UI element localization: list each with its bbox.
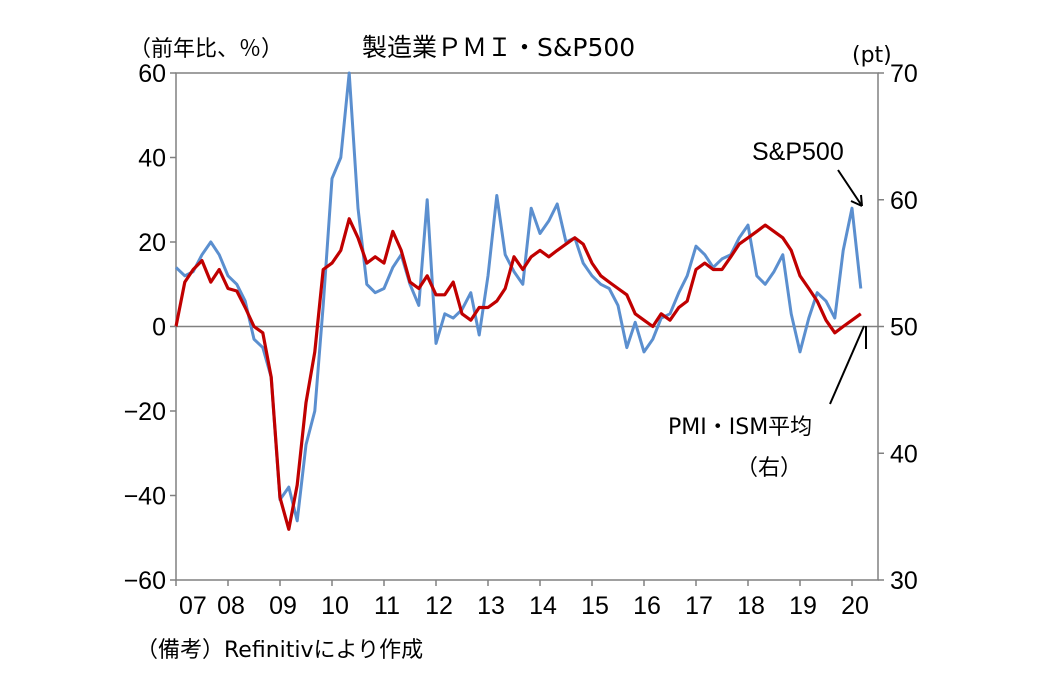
y-left-tick-label: 20 [138, 229, 166, 257]
x-tick-label: 07 [179, 592, 207, 620]
annotation-sp500-arrowhead [850, 194, 863, 207]
x-tick-label: 16 [633, 592, 661, 620]
x-tick-label: 11 [374, 592, 400, 620]
y-left-tick-label: −40 [124, 483, 166, 511]
x-tick-label: 13 [477, 592, 505, 620]
x-tick-label: 10 [321, 592, 349, 620]
x-tick-label: 12 [425, 592, 453, 620]
y-left-axis-label: （前年比、％） [129, 37, 283, 62]
annotation-pmi-arrow [829, 325, 865, 405]
y-right-tick-label: 60 [890, 187, 918, 215]
tick-labels: 60 40 20 0 −20 −40 −60 70 60 50 40 30 07 08 09 10 11 12 13… [124, 60, 918, 620]
annotations: S&P500 PMI・ISM平均 （右） [668, 138, 867, 481]
source-note: （備考）Refinitivにより作成 [136, 638, 424, 663]
x-tick-label: 20 [841, 592, 869, 620]
y-right-tick-label: 50 [890, 314, 918, 342]
annotation-sp500-arrow [837, 169, 863, 207]
x-tick-label: 19 [789, 592, 817, 620]
series-lines [174, 71, 863, 531]
chart-title: 製造業ＰＭＩ・S&P500 [362, 33, 635, 62]
y-left-tick-label: 40 [138, 145, 166, 173]
y-right-tick-label: 40 [890, 440, 918, 468]
x-tick-label: 15 [581, 592, 609, 620]
y-left-tick-label: 60 [138, 60, 166, 88]
pmi-ism-line [174, 217, 862, 531]
annotation-pmi: PMI・ISM平均 [668, 415, 812, 440]
annotation-sp500: S&P500 [752, 138, 844, 166]
sp500-line [174, 71, 863, 523]
x-tick-label: 08 [217, 592, 245, 620]
x-tick-label: 09 [269, 592, 297, 620]
y-left-tick-label: −60 [124, 567, 166, 595]
y-right-tick-label: 30 [890, 567, 918, 595]
x-tick-label: 14 [529, 592, 557, 620]
y-right-tick-label: 70 [890, 60, 918, 88]
y-right-axis-label: (pt) [852, 43, 892, 68]
y-left-tick-label: 0 [152, 314, 166, 342]
x-tick-label: 18 [737, 592, 765, 620]
annotation-right-axis: （右） [736, 456, 802, 481]
y-left-tick-label: −20 [124, 398, 166, 426]
x-tick-label: 17 [685, 592, 713, 620]
